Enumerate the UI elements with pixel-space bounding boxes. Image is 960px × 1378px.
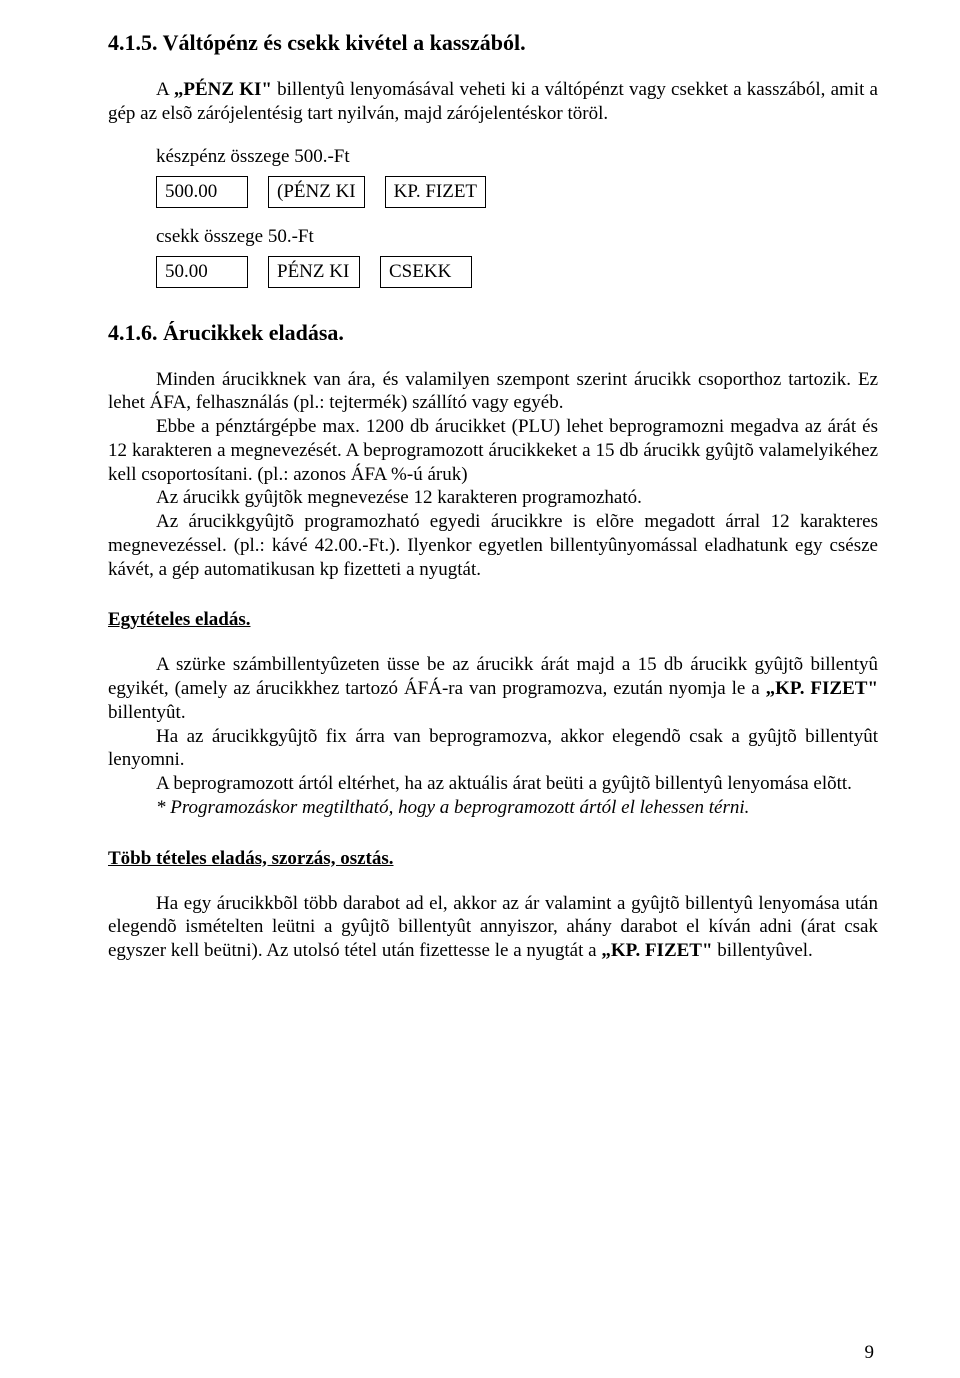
bold-span: „PÉNZ KI" — [174, 79, 272, 100]
text-span: Minden árucikknek van ára, és valamilyen… — [108, 368, 878, 416]
text-span: Az árucikk gyûjtõk megnevezése 12 karakt… — [108, 486, 878, 510]
cash-boxrow: 500.00 (PÉNZ KI KP. FIZET — [156, 176, 878, 208]
text-span: A — [156, 79, 174, 100]
text-span: Az árucikkgyûjtõ programozható egyedi ár… — [108, 510, 878, 581]
page-number: 9 — [865, 1342, 875, 1364]
text-span: A szürke számbillentyûzeten üsse be az á… — [108, 654, 878, 699]
text-span: Ha az árucikkgyûjtõ fix árra van beprogr… — [108, 725, 878, 773]
box-key: (PÉNZ KI — [268, 176, 365, 208]
box-amount: 50.00 — [156, 256, 248, 288]
box-key: PÉNZ KI — [268, 256, 360, 288]
section1-paragraph: A „PÉNZ KI" billentyû lenyomásával vehet… — [108, 78, 878, 126]
box-key: CSEKK — [380, 256, 472, 288]
text-span: A beprogramozott ártól eltérhet, ha az a… — [108, 772, 878, 796]
check-label: csekk összege 50.-Ft — [156, 226, 878, 248]
italic-span: * Programozáskor megtiltható, hogy a bep… — [108, 796, 878, 820]
text-span: billentyûvel. — [713, 940, 813, 961]
text-block: A szürke számbillentyûzeten üsse be az á… — [108, 653, 878, 724]
multi-paragraph: Ha egy árucikkbõl több darabot ad el, ak… — [108, 892, 878, 963]
single-paragraph: A szürke számbillentyûzeten üsse be az á… — [108, 653, 878, 819]
text-span: billentyût. — [108, 702, 186, 723]
bold-span: „KP. FIZET" — [766, 678, 878, 699]
box-key: KP. FIZET — [385, 176, 486, 208]
section-heading-415: 4.1.5. Váltópénz és csekk kivétel a kass… — [108, 30, 878, 56]
section2-paragraph: Minden árucikknek van ára, és valamilyen… — [108, 368, 878, 582]
cash-label: készpénz összege 500.-Ft — [156, 146, 878, 168]
check-boxrow: 50.00 PÉNZ KI CSEKK — [156, 256, 878, 288]
subheading-single: Egytételes eladás. — [108, 609, 878, 631]
box-amount: 500.00 — [156, 176, 248, 208]
section-heading-416: 4.1.6. Árucikkek eladása. — [108, 320, 878, 346]
subheading-multi: Több tételes eladás, szorzás, osztás. — [108, 848, 878, 870]
text-span: Ebbe a pénztárgépbe max. 1200 db árucikk… — [108, 415, 878, 486]
bold-span: „KP. FIZET" — [601, 940, 712, 961]
